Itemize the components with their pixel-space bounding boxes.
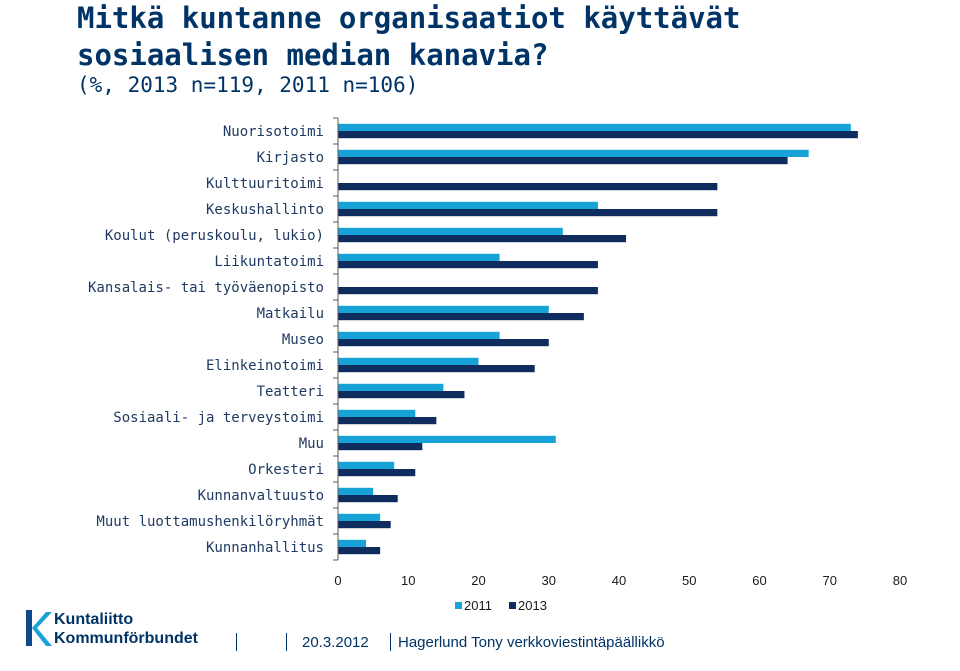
bar-2011: [338, 461, 395, 469]
logo-line-1: Kuntaliitto: [54, 611, 134, 628]
category-label: Museo: [282, 332, 324, 348]
bar-2011: [338, 201, 598, 209]
bar-2011: [338, 435, 556, 443]
footer-separator: [236, 633, 237, 651]
legend: 2011 2013: [455, 598, 547, 613]
kuntaliitto-logo: Kuntaliitto Kommunförbundet: [22, 606, 222, 652]
bar-2013: [338, 183, 718, 191]
x-tick-label: 30: [542, 573, 556, 588]
category-label: Matkailu: [257, 306, 324, 322]
slide-footer: 20.3.2012 Hagerlund Tony verkkoviestintä…: [230, 631, 950, 655]
bars: [338, 123, 858, 555]
x-tick-label: 20: [471, 573, 485, 588]
bar-2013: [338, 157, 788, 165]
category-labels: Nuorisotoimi Kirjasto Kulttuuritoimi Keskus…: [88, 124, 324, 556]
x-tick-labels: 0 10 20 30 40 50 60 70 80: [334, 573, 907, 588]
bar-2011: [338, 409, 416, 417]
x-tick-label: 50: [682, 573, 696, 588]
footer-separator: [286, 633, 287, 651]
bar-2011: [338, 357, 479, 365]
bar-2011: [338, 487, 374, 495]
bar-2013: [338, 235, 627, 243]
bar-2013: [338, 391, 465, 399]
logo-mark-icon: [26, 610, 52, 646]
category-label: Kunnanhallitus: [206, 540, 324, 556]
x-tick-label: 70: [823, 573, 837, 588]
bar-2011: [338, 305, 549, 313]
category-label: Kunnanvaltuusto: [198, 488, 324, 504]
slide-subtitle: (%, 2013 n=119, 2011 n=106): [77, 73, 419, 97]
bar-2013: [338, 521, 391, 529]
bar-2013: [338, 131, 858, 139]
bar-2013: [338, 313, 584, 321]
category-label: Liikuntatoimi: [214, 254, 324, 270]
category-label: Muut luottamushenkilöryhmät: [96, 514, 324, 530]
slide-title: Mitkä kuntanne organisaatiot käyttävät s…: [77, 1, 741, 72]
x-tick-label: 60: [752, 573, 766, 588]
legend-swatch-2011: [455, 602, 462, 609]
x-tick-label: 0: [334, 573, 341, 588]
x-tick-label: 80: [893, 573, 907, 588]
bar-2013: [338, 547, 381, 555]
category-label: Koulut (peruskoulu, lukio): [105, 228, 324, 244]
bar-2013: [338, 209, 718, 217]
category-label: Kirjasto: [257, 150, 324, 166]
category-label: Keskushallinto: [206, 202, 324, 218]
bar-2011: [338, 227, 563, 235]
category-label: Muu: [299, 436, 324, 452]
bar-2013: [338, 495, 398, 503]
category-label: Kulttuuritoimi: [206, 176, 324, 192]
bar-2013: [338, 261, 598, 269]
x-tick-label: 10: [401, 573, 415, 588]
category-label: Orkesteri: [248, 462, 324, 478]
bar-2013: [338, 365, 535, 373]
bar-2013: [338, 287, 598, 295]
category-label: Nuorisotoimi: [223, 124, 324, 140]
category-label: Kansalais- tai työväenopisto: [88, 280, 324, 296]
bar-2011: [338, 539, 367, 547]
bar-2011: [338, 383, 444, 391]
legend-label-2013: 2013: [518, 598, 547, 613]
bar-2011: [338, 513, 381, 521]
bar-2013: [338, 339, 549, 347]
bar-2011: [338, 331, 500, 339]
bar-2011: [338, 149, 809, 157]
category-label: Teatteri: [257, 384, 324, 400]
bar-2011: [338, 123, 851, 131]
bar-2013: [338, 417, 437, 425]
legend-label-2011: 2011: [464, 598, 492, 613]
x-tick-label: 40: [612, 573, 626, 588]
bar-2011: [338, 253, 500, 261]
category-label: Sosiaali- ja terveystoimi: [113, 410, 324, 426]
category-label: Elinkeinotoimi: [206, 358, 324, 374]
legend-swatch-2013: [509, 602, 516, 609]
bar-2013: [338, 443, 423, 451]
footer-author: Hagerlund Tony verkkoviestintäpäällikkö: [398, 634, 665, 651]
logo-line-2: Kommunförbundet: [54, 630, 198, 647]
bar-2013: [338, 469, 416, 477]
footer-date: 20.3.2012: [302, 634, 369, 651]
footer-separator: [390, 633, 391, 651]
axes: [333, 117, 339, 561]
